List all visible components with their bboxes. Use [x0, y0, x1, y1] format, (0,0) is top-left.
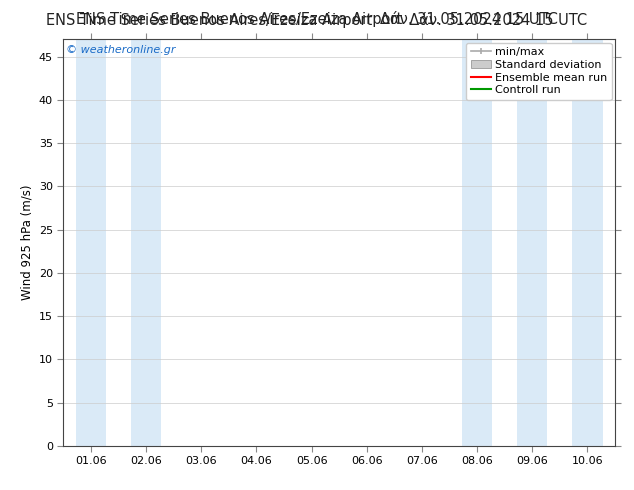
- Y-axis label: Wind 925 hPa (m/s): Wind 925 hPa (m/s): [20, 185, 34, 300]
- Bar: [76, 39, 106, 446]
- Text: ENS Time Series Buenos Aires/Ezeiza Airport        Δάν. 31.05.2024 15 UTC: ENS Time Series Buenos Aires/Ezeiza Airp…: [46, 12, 588, 28]
- Bar: [462, 39, 492, 446]
- Bar: [573, 39, 602, 446]
- Text: Δάν. 31.05.2024 15 UTC: Δάν. 31.05.2024 15 UTC: [380, 12, 558, 27]
- Bar: [517, 39, 547, 446]
- Text: © weatheronline.gr: © weatheronline.gr: [66, 45, 176, 55]
- Bar: [131, 39, 161, 446]
- Legend: min/max, Standard deviation, Ensemble mean run, Controll run: min/max, Standard deviation, Ensemble me…: [466, 43, 612, 100]
- Text: ENS Time Series Buenos Aires/Ezeiza Airport: ENS Time Series Buenos Aires/Ezeiza Airp…: [76, 12, 403, 27]
